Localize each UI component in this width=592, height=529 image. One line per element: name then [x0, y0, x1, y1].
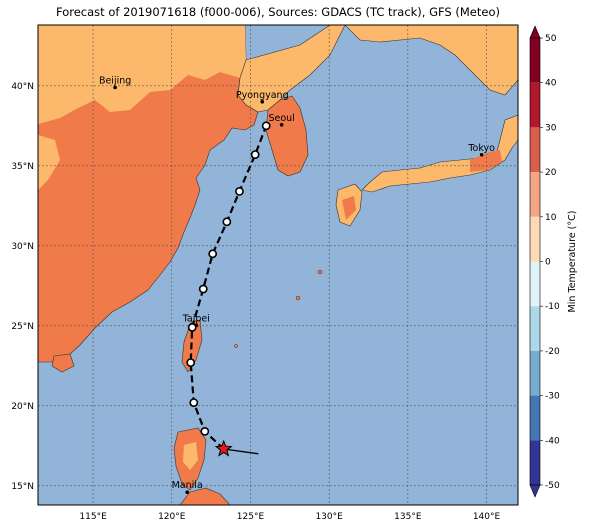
tc-track-point[interactable] — [261, 121, 271, 131]
colorbar-tick-label: -20 — [545, 347, 560, 357]
land-west-mild — [38, 135, 60, 190]
colorbar-extend-top — [529, 25, 541, 39]
tc-track-point[interactable] — [200, 426, 210, 436]
tc-track-point[interactable] — [198, 284, 208, 294]
land-kyushu-warm — [342, 196, 356, 220]
lon-tick-label: 130°E — [315, 512, 343, 522]
colorbar-extend-bottom — [529, 484, 541, 498]
city-label: Pyongyang — [236, 90, 289, 101]
colorbar-segment — [530, 306, 540, 351]
colorbar-tick-label: -30 — [545, 392, 560, 402]
city-marker — [260, 100, 265, 104]
tc-current-position-star[interactable] — [214, 439, 233, 457]
tc-track-point[interactable] — [208, 249, 218, 259]
land-hainan — [51, 353, 75, 373]
axis-ticks: 115°E 120°E 125°E 130°E 135°E 140°E 15°N 20°N 25… — [11, 82, 500, 522]
tc-track-point[interactable] — [187, 322, 197, 332]
lat-tick-label: 30°N — [11, 242, 34, 252]
lat-tick-label: 35°N — [11, 162, 34, 172]
lat-tick-label: 15°N — [11, 482, 34, 492]
land-northeast — [344, 25, 518, 96]
land-luzon-mild — [183, 442, 198, 470]
map-frame — [37, 24, 519, 506]
map-title: Forecast of 2019071618 (f000-006), Sourc… — [56, 5, 500, 19]
land-korea-south — [265, 95, 309, 177]
city-label: Beijing — [99, 75, 131, 86]
land-japan-warm — [470, 150, 502, 172]
land-north-mild — [38, 25, 246, 124]
land-korea-north — [237, 25, 346, 113]
tc-track-markers — [186, 121, 271, 436]
land-islands-south — [179, 487, 231, 505]
lat-tick-label: 25°N — [11, 322, 34, 332]
city-marker — [194, 323, 199, 328]
island-dot — [317, 269, 323, 275]
colorbar-segment — [530, 395, 540, 441]
colorbar-segment — [530, 82, 540, 128]
tc-track-point[interactable] — [189, 398, 199, 407]
city-marker — [279, 123, 284, 127]
city-label: Seoul — [268, 113, 294, 124]
tc-motion-vector — [223, 448, 259, 455]
city-marker — [479, 152, 484, 157]
colorbar-tick-label: 30 — [545, 123, 557, 133]
city-marker — [185, 490, 189, 495]
colorbar-tick-label: 40 — [545, 79, 557, 89]
lon-tick-label: 115°E — [79, 512, 107, 522]
island-dot — [234, 344, 238, 348]
colorbar-segment — [530, 172, 540, 217]
lon-tick-label: 125°E — [237, 512, 265, 522]
tc-track-point[interactable] — [235, 186, 244, 196]
colorbar-tick-label: -50 — [545, 481, 560, 491]
lat-tick-label: 20°N — [11, 402, 34, 412]
city-marker — [113, 85, 117, 90]
city-label: Taipei — [182, 313, 210, 324]
lon-tick-label: 135°E — [394, 512, 422, 522]
colorbar-segment — [530, 216, 540, 262]
lat-tick-label: 40°N — [11, 82, 34, 92]
colorbar-tick-label: -10 — [545, 302, 560, 312]
colorbar-segment — [530, 38, 540, 83]
colorbar-label: Min Temperature (°C) — [567, 211, 578, 313]
colorbar-tick-label: 0 — [545, 258, 551, 268]
colorbar-segment — [530, 440, 540, 485]
tc-track-point[interactable] — [186, 358, 196, 367]
colorbar-tick-label: -40 — [545, 436, 560, 446]
colorbar-tick-label: 10 — [545, 213, 557, 223]
island-dot — [295, 295, 301, 301]
colorbar-segment — [530, 261, 540, 307]
colorbar-segment — [530, 127, 540, 173]
tc-track-point[interactable] — [222, 217, 232, 227]
tc-track-point[interactable] — [250, 150, 260, 159]
map-area: Beijing Pyongyang Seoul Tokyo Taipei Manila — [38, 25, 518, 505]
graticule — [38, 25, 518, 505]
city-label: Manila — [172, 480, 203, 491]
city-label: Tokyo — [467, 143, 495, 154]
city-labels: Beijing Pyongyang Seoul Tokyo Taipei Manila — [99, 75, 495, 495]
lon-tick-label: 140°E — [473, 512, 501, 522]
colorbar-segment — [530, 350, 540, 396]
colorbar-tick-label: 20 — [545, 168, 557, 178]
colorbar-tick-label: 50 — [545, 34, 557, 44]
lon-tick-label: 120°E — [158, 512, 186, 522]
colorbar: 50 40 30 20 10 0 -10 -20 -30 -40 -50 Min Temperatur… — [529, 25, 578, 498]
